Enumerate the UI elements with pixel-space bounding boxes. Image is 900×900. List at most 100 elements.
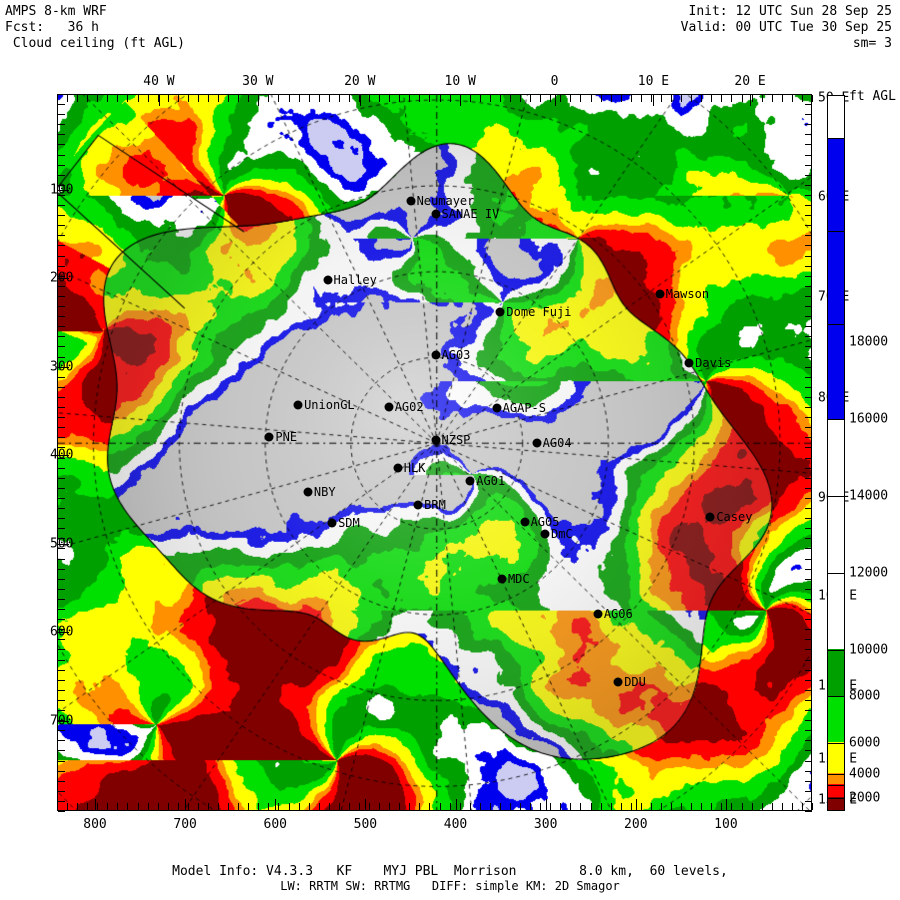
axis-tick-minor [58, 710, 65, 711]
colorbar-segment [828, 649, 844, 696]
axis-tick-minor [348, 95, 350, 102]
axis-label-left: 300 [50, 359, 74, 375]
station-label: Neumayer [416, 194, 475, 209]
axis-tick-minor [127, 803, 129, 810]
station-dot-icon [393, 463, 403, 473]
axis-tick-minor [58, 396, 65, 398]
axis-tick-minor [590, 95, 592, 102]
axis-tick-minor [805, 407, 812, 409]
axis-tick-major [545, 799, 547, 810]
axis-tick-minor [459, 803, 461, 810]
axis-tick-minor [805, 326, 812, 328]
map-plot-area[interactable]: Neumayer SANAE IV Halley Dome Fuji AG03 AG02 A… [57, 94, 812, 811]
station-label: MDC [507, 571, 530, 586]
axis-label-longitude-top: 20 W [344, 74, 376, 89]
axis-tick-minor [499, 95, 501, 102]
station-dot-icon [406, 196, 416, 206]
axis-tick-minor [197, 803, 199, 810]
axis-tick-minor [97, 95, 99, 102]
axis-tick-minor [208, 95, 209, 102]
axis-tick-minor [58, 487, 65, 489]
axis-tick-major [725, 799, 727, 810]
axis-tick-minor [58, 609, 65, 611]
station-label: PNE [275, 430, 298, 444]
axis-tick-minor [58, 255, 65, 257]
axis-tick-minor [805, 114, 812, 116]
axis-tick-minor [58, 184, 65, 186]
axis-tick-minor [805, 760, 812, 762]
axis-tick-minor [751, 95, 753, 102]
axis-tick-minor [419, 95, 421, 102]
axis-tick-minor [805, 154, 812, 156]
axis-tick-minor [238, 803, 240, 810]
axis-tick-minor [298, 95, 300, 102]
axis-tick-minor [389, 95, 391, 102]
station-label: AG03 [441, 348, 471, 363]
axis-label-longitude-top: 10 W [444, 74, 476, 89]
axis-tick-major [460, 95, 462, 106]
axis-tick-minor [58, 467, 65, 469]
station-label: AG01 [476, 474, 506, 489]
axis-tick-minor [58, 518, 65, 520]
axis-tick-minor [671, 95, 673, 102]
axis-tick-minor [805, 548, 812, 550]
axis-tick-minor [805, 184, 812, 186]
axis-tick-minor [58, 386, 65, 388]
axis-tick-major [58, 455, 69, 457]
axis-tick-minor [58, 427, 65, 429]
axis-tick-minor [278, 803, 280, 810]
axis-tick-minor [805, 750, 812, 752]
axis-tick-minor [805, 649, 812, 651]
axis-tick-minor [379, 95, 381, 102]
axis-tick-minor [67, 803, 69, 810]
axis-tick-minor [58, 578, 65, 580]
axis-tick-minor [58, 346, 65, 348]
axis-label-bottom: 800 [83, 817, 107, 832]
axis-label-longitude-top: 20 E [734, 74, 766, 89]
colorbar-divider [827, 572, 845, 574]
axis-tick-major [653, 95, 655, 106]
axis-tick-minor [805, 619, 812, 621]
axis-tick-minor [469, 95, 471, 102]
axis-tick-minor [58, 750, 65, 752]
station-label: AG02 [394, 399, 424, 414]
axis-tick-minor [58, 669, 65, 671]
axis-tick-minor [805, 578, 812, 580]
axis-tick-minor [661, 95, 662, 102]
axis-tick-minor [58, 447, 65, 449]
station-label: DDU [624, 674, 646, 689]
axis-tick-minor [58, 811, 65, 812]
axis-tick-minor [87, 95, 89, 102]
axis-tick-minor [570, 95, 572, 102]
axis-tick-minor [805, 134, 812, 136]
axis-tick-minor [58, 760, 65, 762]
colorbar-divider [827, 324, 845, 326]
axis-tick-minor [58, 285, 65, 287]
axis-tick-minor [701, 803, 703, 810]
colorbar-divider [827, 742, 845, 744]
axis-tick-minor [761, 95, 763, 102]
axis-tick-minor [218, 803, 220, 810]
valid-time: Valid: 00 UTC Tue 30 Sep 25 [680, 20, 892, 35]
axis-tick-minor [805, 770, 812, 772]
axis-tick-minor [731, 95, 733, 102]
axis-tick-minor [288, 803, 290, 810]
axis-tick-minor [58, 174, 65, 176]
axis-tick-minor [805, 366, 812, 368]
axis-tick-minor [805, 457, 812, 459]
axis-tick-minor [479, 803, 481, 810]
axis-tick-minor [805, 417, 812, 419]
axis-tick-minor [805, 94, 812, 95]
axis-tick-minor [58, 699, 65, 701]
model-title: AMPS 8-km WRF [5, 4, 107, 19]
axis-tick-minor [58, 194, 65, 196]
axis-tick-minor [650, 95, 652, 102]
colorbar-segment [828, 772, 844, 784]
station-dot-icon [431, 209, 440, 219]
axis-tick-minor [661, 803, 662, 810]
axis-tick-minor [630, 95, 632, 102]
axis-tick-minor [429, 95, 431, 102]
axis-tick-minor [805, 487, 812, 489]
axis-tick-major [158, 95, 160, 106]
axis-tick-minor [77, 803, 79, 810]
